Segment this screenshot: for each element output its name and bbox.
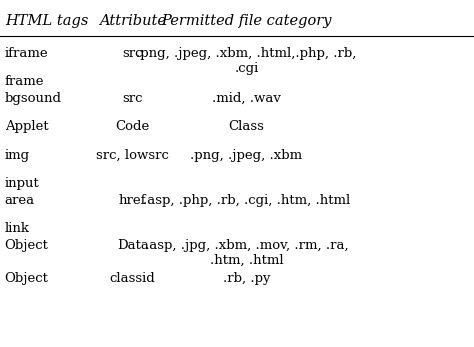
- Text: link: link: [5, 222, 30, 235]
- Text: href: href: [119, 194, 146, 207]
- Text: Object: Object: [5, 272, 49, 285]
- Text: input: input: [5, 177, 39, 190]
- Text: .mid, .wav: .mid, .wav: [212, 92, 281, 105]
- Text: src: src: [122, 47, 143, 60]
- Text: Code: Code: [116, 120, 150, 133]
- Text: Attribute: Attribute: [99, 14, 166, 28]
- Text: .png, .jpeg, .xbm: .png, .jpeg, .xbm: [191, 149, 302, 162]
- Text: Permitted file category: Permitted file category: [161, 14, 332, 28]
- Text: classid: classid: [110, 272, 155, 285]
- Text: .asp, .jpg, .xbm, .mov, .rm, .ra,
.htm, .html: .asp, .jpg, .xbm, .mov, .rm, .ra, .htm, …: [145, 239, 348, 267]
- Text: HTML tags: HTML tags: [5, 14, 88, 28]
- Text: src, lowsrc: src, lowsrc: [96, 149, 169, 162]
- Text: iframe: iframe: [5, 47, 48, 60]
- Text: src: src: [122, 92, 143, 105]
- Text: Applet: Applet: [5, 120, 48, 133]
- Text: Data: Data: [117, 239, 149, 252]
- Text: frame: frame: [5, 75, 44, 88]
- Text: .asp, .php, .rb, .cgi, .htm, .html: .asp, .php, .rb, .cgi, .htm, .html: [143, 194, 350, 207]
- Text: .png, .jpeg, .xbm, .html,.php, .rb,
.cgi: .png, .jpeg, .xbm, .html,.php, .rb, .cgi: [137, 47, 356, 75]
- Text: Object: Object: [5, 239, 49, 252]
- Text: bgsound: bgsound: [5, 92, 62, 105]
- Text: Class: Class: [228, 120, 264, 133]
- Text: img: img: [5, 149, 30, 162]
- Text: area: area: [5, 194, 35, 207]
- Text: .rb, .py: .rb, .py: [223, 272, 270, 285]
